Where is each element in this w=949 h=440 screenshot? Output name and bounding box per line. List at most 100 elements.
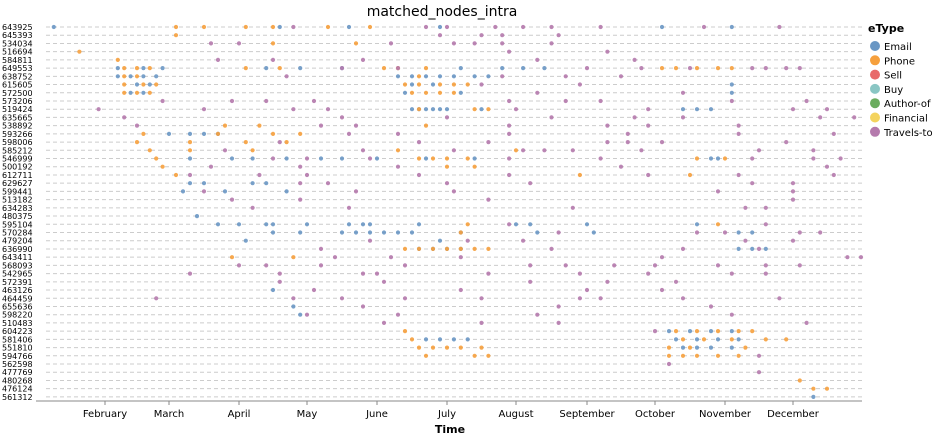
data-point xyxy=(687,329,693,334)
data-point xyxy=(605,49,610,54)
data-point xyxy=(715,353,721,358)
data-point xyxy=(353,41,359,46)
data-point xyxy=(666,345,672,350)
data-point xyxy=(298,131,303,136)
data-point xyxy=(284,189,289,194)
data-point xyxy=(465,238,470,243)
data-point xyxy=(521,66,526,71)
data-point xyxy=(577,82,583,87)
legend-label: Sell xyxy=(884,71,902,82)
y-tick-label: 534034 xyxy=(2,39,33,48)
data-point xyxy=(215,57,221,63)
data-point xyxy=(715,263,721,268)
data-point xyxy=(507,156,512,161)
data-point xyxy=(513,148,519,153)
data-point xyxy=(243,140,248,145)
data-point xyxy=(680,115,686,120)
data-point xyxy=(451,189,456,194)
data-point xyxy=(311,287,317,293)
data-point xyxy=(353,189,359,194)
data-point xyxy=(318,156,324,161)
data-point xyxy=(736,353,741,358)
data-point xyxy=(715,337,721,342)
data-point xyxy=(646,271,651,276)
data-point xyxy=(374,271,380,276)
data-point xyxy=(367,230,373,235)
data-point xyxy=(304,222,310,227)
data-point xyxy=(298,164,303,169)
data-point xyxy=(367,156,373,161)
data-point xyxy=(250,205,255,210)
data-point xyxy=(416,156,422,161)
data-point xyxy=(577,271,583,276)
y-tick-label: 573206 xyxy=(2,97,33,106)
data-point xyxy=(128,90,133,95)
data-point xyxy=(154,156,159,161)
data-point xyxy=(694,230,700,235)
y-tick-label: 585212 xyxy=(2,146,33,155)
data-point xyxy=(639,148,644,153)
data-point xyxy=(500,66,505,71)
data-point xyxy=(154,296,159,301)
data-point xyxy=(729,271,734,276)
data-point xyxy=(395,164,401,169)
data-point xyxy=(222,189,228,194)
data-point xyxy=(122,115,127,120)
data-point xyxy=(318,123,324,128)
data-point xyxy=(479,107,484,112)
data-point xyxy=(229,156,235,161)
data-point xyxy=(528,222,533,227)
y-tick-label: 570284 xyxy=(2,229,33,238)
data-point xyxy=(339,296,345,301)
data-point xyxy=(736,246,741,251)
data-point xyxy=(423,74,429,79)
data-point xyxy=(777,296,782,301)
data-point xyxy=(756,148,762,153)
data-point xyxy=(374,156,380,161)
data-point xyxy=(270,57,276,63)
chart-title: matched_nodes_intra xyxy=(367,4,518,20)
data-point xyxy=(437,337,443,342)
data-point xyxy=(486,246,491,251)
data-point xyxy=(750,246,755,251)
data-point xyxy=(451,148,456,153)
row-lines xyxy=(46,26,862,398)
data-point xyxy=(729,66,734,71)
data-point xyxy=(729,82,734,87)
y-tick-label: 612711 xyxy=(2,171,33,180)
data-point xyxy=(416,345,422,350)
data-point xyxy=(154,74,159,79)
data-point xyxy=(147,66,152,71)
data-point xyxy=(444,115,450,120)
data-point xyxy=(402,246,408,251)
data-point xyxy=(134,66,140,71)
data-point xyxy=(141,82,146,87)
data-point xyxy=(346,131,352,136)
data-point xyxy=(535,230,540,235)
data-point xyxy=(367,222,373,227)
data-point xyxy=(222,148,228,153)
data-point xyxy=(332,255,338,260)
data-point xyxy=(549,41,554,46)
data-point xyxy=(229,98,235,104)
data-point xyxy=(346,24,352,30)
data-point xyxy=(818,230,823,235)
data-point xyxy=(388,41,394,46)
data-point xyxy=(472,156,477,161)
data-point xyxy=(325,181,331,186)
y-tick-label: 476124 xyxy=(2,385,33,394)
data-point xyxy=(284,74,289,79)
data-point xyxy=(451,41,456,46)
data-point xyxy=(437,74,443,79)
data-point xyxy=(811,394,816,399)
legend: Email Phone Sell Buy Author-of Financial Trave… xyxy=(870,41,933,139)
data-point xyxy=(353,230,359,235)
data-point xyxy=(584,287,590,293)
data-point xyxy=(708,107,714,112)
data-point xyxy=(729,329,734,334)
data-point xyxy=(715,329,721,334)
data-point xyxy=(845,255,850,260)
data-point xyxy=(687,66,693,71)
data-point xyxy=(750,329,755,334)
